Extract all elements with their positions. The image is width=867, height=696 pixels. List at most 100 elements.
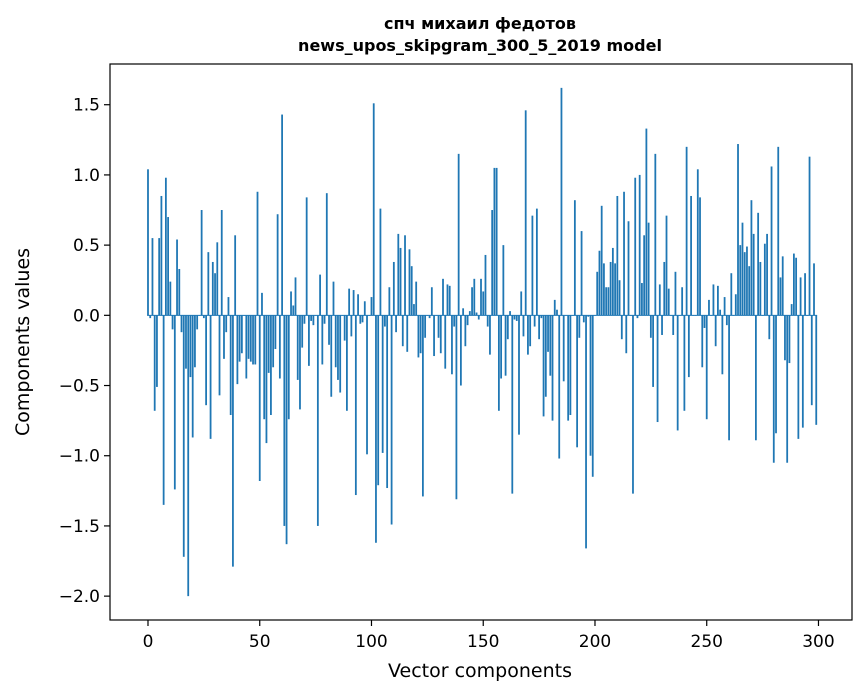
bar-146 bbox=[473, 278, 476, 316]
bar-296 bbox=[808, 156, 811, 316]
bar-150 bbox=[482, 291, 485, 316]
bar-36 bbox=[227, 297, 230, 316]
bar-294 bbox=[804, 273, 806, 316]
x-tick-label-200: 200 bbox=[579, 632, 611, 652]
bar-57 bbox=[274, 315, 277, 350]
bar-215 bbox=[627, 221, 630, 316]
bar-51 bbox=[261, 292, 263, 316]
bar-65 bbox=[292, 305, 295, 316]
bar-83 bbox=[332, 281, 335, 316]
bar-195 bbox=[582, 315, 585, 323]
bar-115 bbox=[404, 235, 406, 316]
bar-271 bbox=[752, 233, 755, 316]
bar-19 bbox=[189, 315, 192, 378]
bar-224 bbox=[647, 222, 650, 316]
bar-247 bbox=[699, 197, 701, 316]
bar-153 bbox=[489, 315, 491, 355]
bar-220 bbox=[638, 174, 641, 316]
bar-257 bbox=[721, 315, 724, 375]
bar-179 bbox=[547, 315, 549, 352]
bar-5 bbox=[158, 238, 161, 316]
bar-266 bbox=[741, 222, 744, 316]
bar-54 bbox=[267, 315, 270, 373]
bar-110 bbox=[392, 261, 395, 316]
bar-102 bbox=[375, 315, 377, 543]
bar-90 bbox=[348, 288, 351, 316]
y-axis-label: Components values bbox=[12, 248, 34, 436]
bar-261 bbox=[730, 273, 733, 316]
bar-289 bbox=[793, 253, 795, 316]
bar-282 bbox=[777, 146, 780, 316]
bar-93 bbox=[354, 315, 357, 496]
bar-11 bbox=[171, 315, 174, 330]
bar-256 bbox=[719, 309, 722, 316]
bar-209 bbox=[614, 263, 616, 316]
bar-277 bbox=[766, 233, 768, 316]
bar-26 bbox=[205, 315, 207, 406]
bar-284 bbox=[781, 256, 784, 316]
bar-181 bbox=[551, 315, 554, 421]
bar-48 bbox=[254, 315, 257, 365]
y-tick-label-1: −1.5 bbox=[59, 517, 100, 537]
bar-121 bbox=[417, 315, 420, 358]
bar-218 bbox=[634, 177, 637, 316]
bar-235 bbox=[672, 315, 675, 335]
bar-22 bbox=[196, 315, 199, 330]
bar-173 bbox=[533, 315, 536, 327]
bar-10 bbox=[169, 281, 172, 316]
bar-157 bbox=[497, 315, 500, 411]
bar-7 bbox=[162, 315, 165, 505]
bar-298 bbox=[813, 263, 815, 316]
bar-184 bbox=[558, 315, 561, 459]
bar-290 bbox=[795, 257, 798, 316]
bar-44 bbox=[245, 315, 248, 379]
bar-204 bbox=[603, 263, 605, 316]
bar-58 bbox=[276, 214, 279, 316]
bar-199 bbox=[591, 315, 594, 477]
bar-226 bbox=[652, 315, 654, 387]
bar-46 bbox=[249, 315, 252, 362]
bar-217 bbox=[632, 315, 634, 494]
bar-174 bbox=[535, 208, 538, 316]
bar-63 bbox=[287, 315, 290, 420]
bar-95 bbox=[359, 315, 362, 324]
bar-61 bbox=[283, 315, 286, 526]
bar-123 bbox=[422, 315, 424, 497]
bar-185 bbox=[560, 87, 563, 316]
bar-263 bbox=[734, 294, 737, 316]
plot-frame bbox=[109, 63, 853, 621]
bar-145 bbox=[471, 287, 473, 316]
bar-191 bbox=[573, 200, 576, 316]
bar-177 bbox=[542, 315, 545, 417]
bar-86 bbox=[339, 315, 342, 393]
bar-283 bbox=[779, 277, 782, 316]
bar-131 bbox=[439, 315, 442, 354]
x-tick-label-0: 0 bbox=[143, 632, 154, 652]
bar-151 bbox=[484, 254, 487, 316]
bar-55 bbox=[270, 315, 272, 416]
bar-77 bbox=[319, 274, 321, 316]
bar-0 bbox=[147, 169, 149, 316]
bar-66 bbox=[294, 277, 297, 316]
bar-126 bbox=[428, 315, 431, 319]
bar-259 bbox=[725, 315, 728, 326]
bar-242 bbox=[687, 315, 690, 378]
bar-70 bbox=[303, 315, 306, 324]
bar-79 bbox=[323, 315, 326, 324]
bar-269 bbox=[748, 266, 751, 316]
bar-149 bbox=[480, 278, 482, 316]
bar-142 bbox=[464, 315, 467, 347]
bar-161 bbox=[506, 315, 509, 340]
bar-101 bbox=[372, 103, 375, 316]
bar-139 bbox=[457, 153, 460, 316]
x-tick-label-250: 250 bbox=[691, 632, 723, 652]
bar-24 bbox=[200, 210, 203, 316]
bar-232 bbox=[665, 215, 668, 316]
bar-81 bbox=[328, 315, 330, 345]
y-axis-ticks: −2.0 −1.5 −1.0 −0.5 0.0 0.5 1.0 1.5 bbox=[59, 96, 110, 607]
bar-50 bbox=[258, 315, 261, 481]
x-axis-ticks: 0 50 100 150 200 250 300 bbox=[143, 620, 835, 652]
bar-225 bbox=[649, 315, 652, 338]
bar-152 bbox=[486, 315, 489, 327]
bar-175 bbox=[538, 315, 540, 340]
